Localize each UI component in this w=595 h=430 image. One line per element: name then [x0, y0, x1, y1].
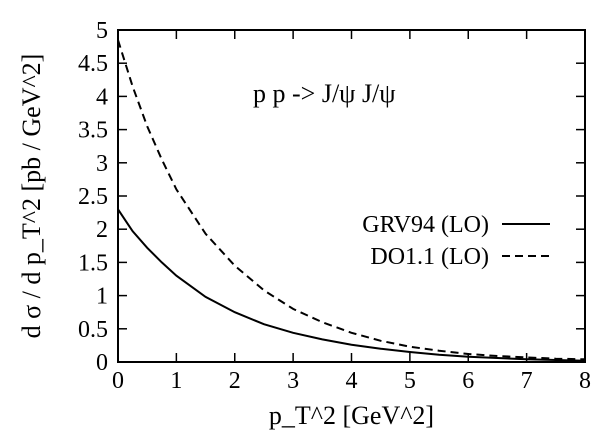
- series-layer: [117, 39, 586, 362]
- y-tick-label: 3.5: [78, 118, 108, 144]
- y-tick-label: 0: [96, 350, 108, 376]
- y-tick-label: 1.5: [78, 250, 108, 276]
- y-axis-label: d σ / d p_T^2 [pb / GeV^2]: [17, 54, 46, 339]
- x-tick-label: 1: [170, 368, 182, 394]
- x-tick-label: 2: [229, 368, 241, 394]
- y-tick-label: 3: [96, 151, 108, 177]
- y-tick-label: 5: [96, 18, 108, 44]
- x-tick-label: 3: [287, 368, 299, 394]
- y-tick-label: 1: [96, 284, 108, 310]
- x-tick-label: 4: [346, 368, 358, 394]
- x-tick-label: 7: [521, 368, 533, 394]
- series-line-0: [117, 208, 586, 362]
- x-tick-label: 6: [462, 368, 474, 394]
- y-tick-label: 2.5: [78, 184, 108, 210]
- y-tick-label: 0.5: [78, 317, 108, 343]
- legend-label: DO1.1 (LO): [370, 244, 489, 270]
- x-axis-label: p_T^2 [GeV^2]: [269, 401, 434, 430]
- legend: GRV94 (LO) DO1.1 (LO): [362, 212, 550, 270]
- reaction-annotation: p p -> J/ψ J/ψ: [253, 79, 396, 108]
- x-tick-label: 0: [112, 368, 124, 394]
- legend-label: GRV94 (LO): [362, 212, 489, 238]
- axis-ticks: 00.511.522.533.544.550 1 2 3 4 5 6 7 8: [78, 18, 591, 394]
- y-tick-label: 4: [96, 84, 108, 110]
- y-tick-label: 4.5: [78, 51, 108, 77]
- x-tick-label: 5: [404, 368, 416, 394]
- x-tick-label: 8: [579, 368, 591, 394]
- y-tick-label: 2: [96, 217, 108, 243]
